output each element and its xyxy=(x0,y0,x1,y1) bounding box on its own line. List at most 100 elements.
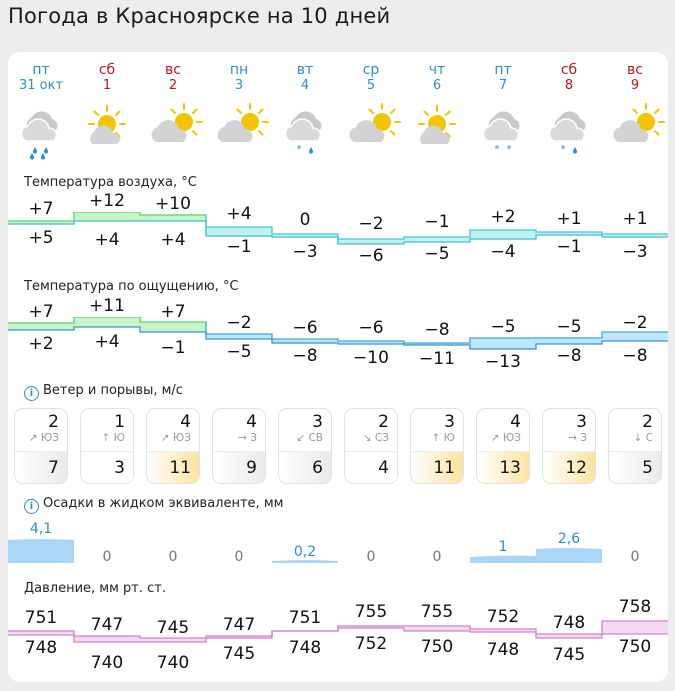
cloudy-rain-icon xyxy=(20,110,59,142)
wind-gust: 7 xyxy=(15,451,67,483)
air-temp-max: 0 xyxy=(299,210,311,230)
air-temp-min: −6 xyxy=(358,246,384,266)
precip-value: 0 xyxy=(630,549,640,565)
day-date: 5 xyxy=(366,78,376,93)
air-temp-min: +4 xyxy=(94,230,120,250)
wind-speed: 3 xyxy=(576,412,587,432)
feels-temp-min: −8 xyxy=(622,346,648,366)
day-of-week: пт xyxy=(494,62,512,78)
wind-direction: ↗ ЮЗ xyxy=(160,432,191,444)
air-temp-max: +10 xyxy=(155,194,191,214)
air-temp-min: +5 xyxy=(28,228,54,248)
info-icon[interactable]: i xyxy=(24,499,39,514)
precip-value: 4,1 xyxy=(29,521,53,537)
wind-cell[interactable]: 2 ↓ С 5 xyxy=(608,408,662,484)
day-column[interactable]: сб 8 xyxy=(536,62,602,94)
feels-temp-max: −2 xyxy=(226,313,252,333)
feels-temp-max: −2 xyxy=(622,313,648,333)
day-of-week: вт xyxy=(296,62,314,78)
wind-cell[interactable]: 4 ↗ ЮЗ 11 xyxy=(146,408,200,484)
day-of-week: сб xyxy=(98,62,116,78)
feels-temp-min: −10 xyxy=(353,348,389,368)
wind-cell[interactable]: 4 ↗ ЮЗ 13 xyxy=(476,408,530,484)
pressure-max: 758 xyxy=(618,597,652,617)
precip-value: 0 xyxy=(102,549,112,565)
precip-value: 1 xyxy=(498,539,508,555)
wind-cell[interactable]: 3 → З 12 xyxy=(542,408,596,484)
feels-temp-max: −6 xyxy=(292,318,318,338)
wind-cell[interactable]: 3 ↑ Ю 11 xyxy=(410,408,464,484)
cloudy-sleet-icon xyxy=(548,110,587,142)
day-column[interactable]: вс 9 xyxy=(602,62,668,94)
wind-speed: 4 xyxy=(180,412,191,432)
air-temp-max: +7 xyxy=(28,199,54,219)
wind-label[interactable]: i Ветер и порывы, м/с xyxy=(24,383,183,401)
day-column[interactable]: пт 31 окт xyxy=(8,62,74,94)
feels-temp-max: −5 xyxy=(490,317,516,337)
wind-cell[interactable]: 2 ↗ ЮЗ 7 xyxy=(14,408,68,484)
pressure-min: 748 xyxy=(486,640,520,660)
precip-label-text: Осадки в жидком эквиваленте, мм xyxy=(43,496,284,511)
pressure-min: 748 xyxy=(24,638,58,658)
day-of-week: ср xyxy=(362,62,380,78)
wind-cell[interactable]: 3 ↙ СВ 6 xyxy=(278,408,332,484)
wind-speed: 2 xyxy=(378,412,389,432)
info-icon[interactable]: i xyxy=(24,386,39,401)
day-date: 1 xyxy=(102,78,112,93)
precip-label[interactable]: i Осадки в жидком эквиваленте, мм xyxy=(24,496,283,514)
pressure-min: 740 xyxy=(156,653,190,673)
pressure-min: 750 xyxy=(420,637,454,657)
precip-chart xyxy=(8,539,602,563)
wind-gust: 9 xyxy=(213,451,265,483)
air-temp-min: −3 xyxy=(622,242,648,262)
day-of-week: вс xyxy=(627,62,643,78)
precip-value: 0 xyxy=(234,549,244,565)
wind-gust: 6 xyxy=(279,451,331,483)
wind-speed: 4 xyxy=(510,412,521,432)
pressure-max: 752 xyxy=(486,607,520,627)
feels-temp-max: −6 xyxy=(358,318,384,338)
air-temp-min: −3 xyxy=(292,242,318,262)
pressure-max: 755 xyxy=(354,602,388,622)
air-temp-max: +1 xyxy=(556,209,582,229)
wind-direction: ↘ СЗ xyxy=(362,432,389,444)
wind-speed: 2 xyxy=(642,412,653,432)
day-column[interactable]: вс 2 xyxy=(140,62,206,94)
precip-value: 0 xyxy=(168,549,178,565)
day-column[interactable]: сб 1 xyxy=(74,62,140,94)
feels-temp-label: Температура по ощущению, °C xyxy=(24,279,239,294)
day-of-week: пт xyxy=(32,62,50,78)
day-column[interactable]: чт 6 xyxy=(404,62,470,94)
day-header-row: пт 31 окт сб 1 вс 2 пн 3 вт 4 ср 5 чт 6 пт 7 сб 8… xyxy=(8,62,668,94)
air-temp-max: −2 xyxy=(358,214,384,234)
feels-temp-min: +2 xyxy=(28,334,54,354)
day-column[interactable]: пт 7 xyxy=(470,62,536,94)
air-temp-min: +4 xyxy=(160,230,186,250)
day-date: 8 xyxy=(564,78,574,93)
air-temp-min: −4 xyxy=(490,242,516,262)
day-date: 31 окт xyxy=(18,78,64,93)
day-column[interactable]: пн 3 xyxy=(206,62,272,94)
wind-direction: → З xyxy=(568,432,587,444)
feels-temp-max: +7 xyxy=(160,302,186,322)
air-temp-max: +2 xyxy=(490,207,516,227)
feels-temp-min: −8 xyxy=(292,346,318,366)
feels-temp-max: −5 xyxy=(556,317,582,337)
wind-speed: 1 xyxy=(114,412,125,432)
wind-gust: 11 xyxy=(411,451,463,483)
day-column[interactable]: вт 4 xyxy=(272,62,338,94)
page-title: Погода в Красноярске на 10 дней xyxy=(8,4,391,28)
day-column[interactable]: ср 5 xyxy=(338,62,404,94)
air-temp-max: +1 xyxy=(622,209,648,229)
air-temp-label: Температура воздуха, °C xyxy=(24,175,197,190)
wind-direction: ↑ Ю xyxy=(431,432,455,444)
wind-cell[interactable]: 1 ↑ Ю 3 xyxy=(80,408,134,484)
wind-direction: ↗ ЮЗ xyxy=(490,432,521,444)
day-date: 6 xyxy=(432,78,442,93)
wind-cell[interactable]: 4 → З 9 xyxy=(212,408,266,484)
weather-icons-row: * xyxy=(20,103,665,160)
feels-temp-max: +7 xyxy=(28,302,54,322)
wind-direction: ↗ ЮЗ xyxy=(28,432,59,444)
wind-gust: 3 xyxy=(81,451,133,483)
wind-cell[interactable]: 2 ↘ СЗ 4 xyxy=(344,408,398,484)
